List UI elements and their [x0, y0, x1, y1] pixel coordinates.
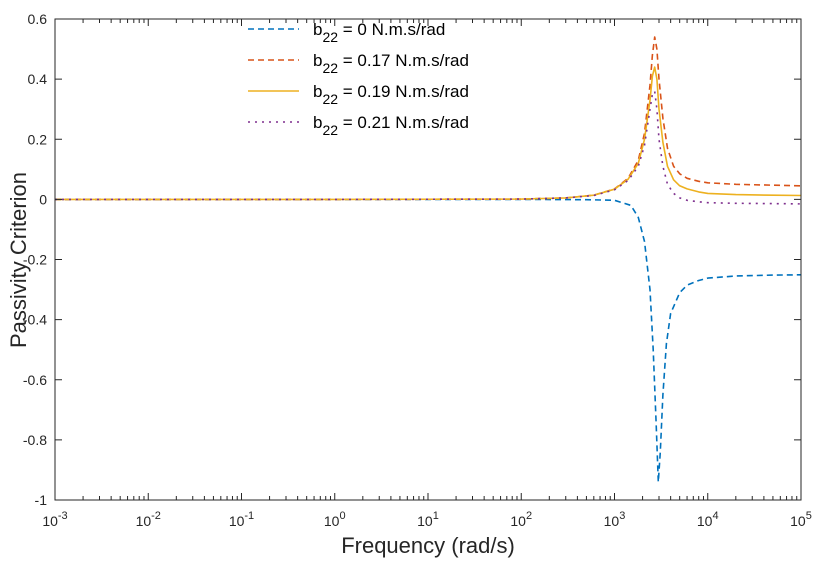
x-tick-label-exponent: -2	[151, 510, 161, 522]
x-tick-label-exponent: 0	[339, 510, 345, 522]
x-tick-label-base: 10	[324, 513, 340, 529]
legend-value: = 0.21 N.m.s/rad	[338, 113, 469, 132]
x-tick-label-base: 10	[790, 513, 806, 529]
x-tick-label-base: 10	[229, 513, 245, 529]
legend-symbol: b	[313, 51, 322, 70]
y-tick-label: -0.6	[23, 372, 47, 388]
legend-entry-3: b22 = 0.19 N.m.s/rad	[313, 82, 469, 107]
x-tick-label-base: 10	[510, 513, 526, 529]
series-line-3	[55, 66, 802, 201]
plot-series	[55, 36, 802, 483]
x-tick-label-base: 10	[417, 513, 433, 529]
series-line-4	[55, 90, 802, 205]
x-tick-label-exponent: -1	[244, 510, 254, 522]
x-tick-label-exponent: 1	[433, 510, 439, 522]
x-tick-label: 104	[697, 510, 719, 529]
x-tick-label: 105	[790, 510, 812, 529]
x-tick-label: 10-1	[229, 510, 254, 529]
x-tick-label: 100	[324, 510, 346, 529]
x-axis-label: Frequency (rad/s)	[341, 533, 515, 558]
legend-value: = 0 N.m.s/rad	[338, 20, 445, 39]
y-axis-tick-labels: 0.6 0.4 0.2 0 -0.2 -0.4 -0.6 -0.8 -1	[23, 11, 47, 508]
x-tick-label-exponent: 4	[712, 510, 718, 522]
y-tick-label: -0.8	[23, 432, 47, 448]
legend-entry-4: b22 = 0.21 N.m.s/rad	[313, 113, 469, 138]
x-tick-label-base: 10	[697, 513, 713, 529]
legend-symbol: b	[313, 113, 322, 132]
legend-value: = 0.19 N.m.s/rad	[338, 82, 469, 101]
legend-subscript: 22	[322, 91, 338, 107]
legend-subscript: 22	[322, 122, 338, 138]
legend-entry-1: b22 = 0 N.m.s/rad	[313, 20, 445, 45]
legend-value: = 0.17 N.m.s/rad	[338, 51, 469, 70]
x-axis-tick-labels: 10-3 10-2 10-1 100 101 102 103 104 105	[42, 510, 812, 529]
x-tick-label: 102	[510, 510, 532, 529]
y-tick-label: -0.2	[23, 252, 47, 268]
x-tick-label-base: 10	[42, 513, 58, 529]
y-axis-label: Passivity Criterion	[6, 172, 31, 348]
axis-ticks	[54, 18, 802, 501]
y-tick-label: -0.4	[23, 312, 47, 328]
y-tick-label: 0.4	[28, 71, 48, 87]
x-tick-label-exponent: 3	[619, 510, 625, 522]
y-tick-label: 0	[39, 191, 47, 207]
legend-subscript: 22	[322, 60, 338, 76]
y-tick-label: 0.2	[28, 131, 48, 147]
x-tick-label-exponent: 2	[526, 510, 532, 522]
legend-subscript: 22	[322, 29, 338, 45]
x-tick-label: 10-3	[42, 510, 67, 529]
series-line-1	[55, 198, 802, 483]
x-tick-label: 103	[604, 510, 626, 529]
x-tick-label-exponent: 5	[806, 510, 812, 522]
legend-symbol: b	[313, 82, 322, 101]
legend-entry-2: b22 = 0.17 N.m.s/rad	[313, 51, 469, 76]
x-tick-label: 101	[417, 510, 439, 529]
x-tick-label-base: 10	[604, 513, 620, 529]
y-tick-label: 0.6	[28, 11, 48, 27]
y-tick-label: -1	[35, 492, 48, 508]
legend-symbol: b	[313, 20, 322, 39]
x-tick-label: 10-2	[136, 510, 161, 529]
x-tick-label-base: 10	[136, 513, 152, 529]
x-tick-label-exponent: -3	[58, 510, 68, 522]
